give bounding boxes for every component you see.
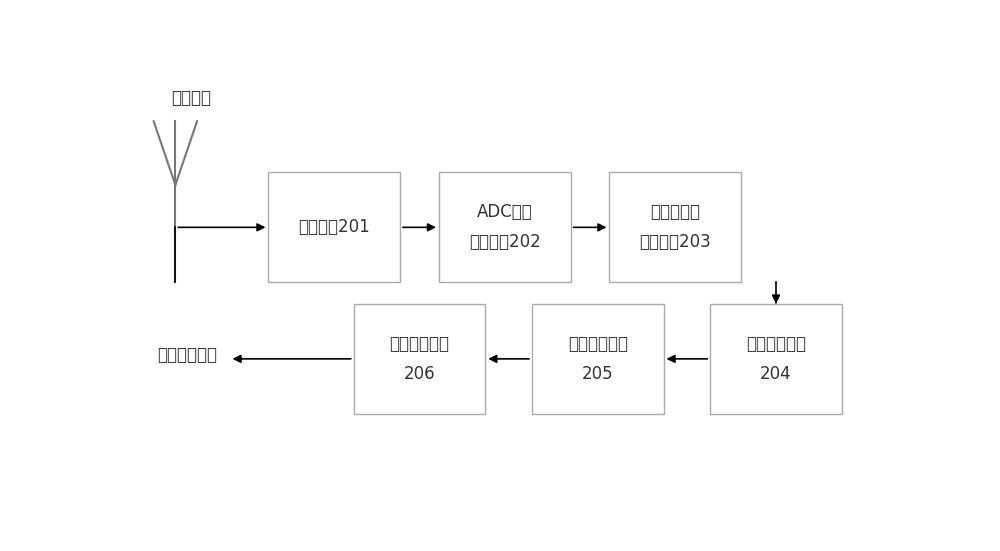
Bar xyxy=(532,304,664,414)
Text: ADC同步: ADC同步 xyxy=(477,203,533,222)
Text: 天线阵列: 天线阵列 xyxy=(172,89,212,107)
Text: 处理模块203: 处理模块203 xyxy=(639,233,711,251)
Bar xyxy=(710,304,842,414)
Text: 门限检测模块: 门限检测模块 xyxy=(568,335,628,353)
Text: 阵列校准模块: 阵列校准模块 xyxy=(746,335,806,353)
Text: 数字下变频: 数字下变频 xyxy=(650,203,700,222)
Text: 二次量化模块: 二次量化模块 xyxy=(390,335,450,353)
Text: 204: 204 xyxy=(760,365,792,383)
Bar xyxy=(268,172,400,283)
Text: 采集模块202: 采集模块202 xyxy=(469,233,541,251)
Bar xyxy=(354,304,485,414)
Text: 八通道复信号: 八通道复信号 xyxy=(157,345,217,364)
Bar xyxy=(439,172,571,283)
Text: 205: 205 xyxy=(582,365,614,383)
Text: 206: 206 xyxy=(404,365,435,383)
Bar xyxy=(609,172,741,283)
Text: 接收模块201: 接收模块201 xyxy=(298,218,370,236)
